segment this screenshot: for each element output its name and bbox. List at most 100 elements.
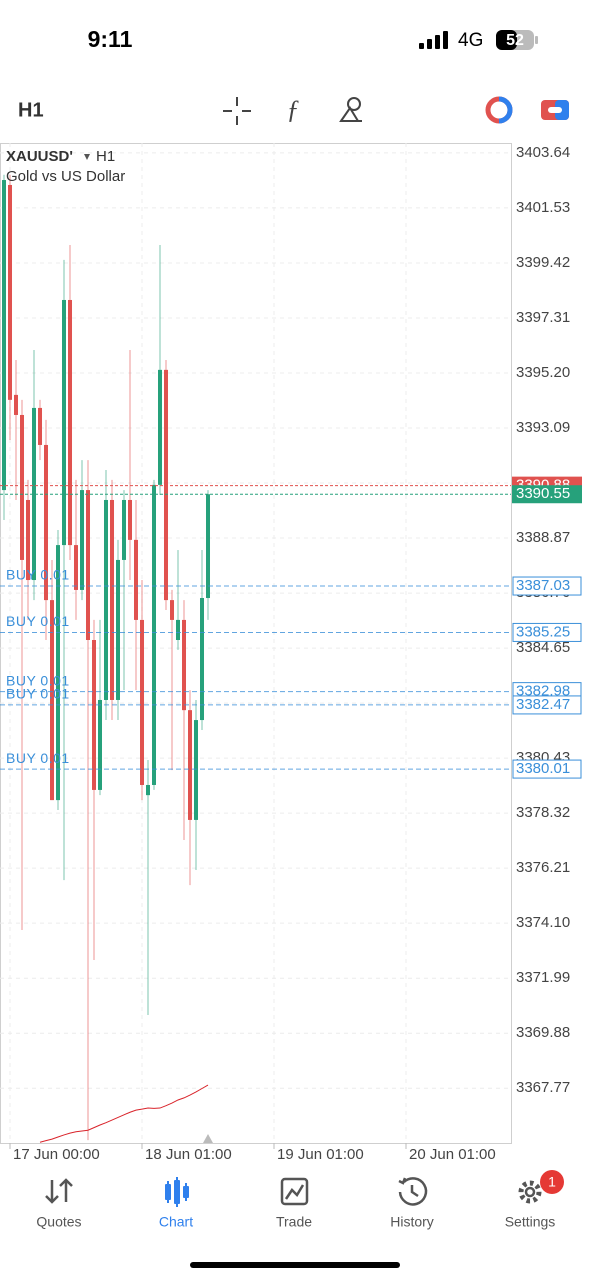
order-price-label: 3387.03 bbox=[516, 577, 570, 594]
current-bar-marker bbox=[203, 1134, 213, 1143]
icon bbox=[398, 1177, 428, 1206]
order-price-label: 3382.98 bbox=[516, 683, 570, 700]
candle-body bbox=[20, 414, 25, 560]
candle-body bbox=[80, 490, 85, 590]
icon bbox=[280, 1177, 309, 1206]
candle-body bbox=[146, 784, 151, 796]
candle-body bbox=[158, 369, 163, 485]
order-price-label: 3385.25 bbox=[516, 623, 570, 640]
x-tick-label: 17 Jun 00:00 bbox=[13, 1146, 100, 1163]
candle-body bbox=[170, 600, 175, 620]
y-tick-label: 3376.21 bbox=[516, 859, 570, 876]
timeframe-button[interactable]: H1 bbox=[18, 99, 44, 121]
candle-body bbox=[116, 559, 121, 700]
order-price-box bbox=[512, 622, 582, 642]
nav-item[interactable]: Chart bbox=[159, 1177, 193, 1230]
order-price-box bbox=[512, 576, 582, 596]
account-button[interactable] bbox=[541, 100, 569, 120]
objects-button[interactable] bbox=[339, 97, 362, 122]
badge-label: 1 bbox=[548, 1174, 556, 1190]
order-price-label: 3382.47 bbox=[516, 696, 570, 713]
symbol-dropdown[interactable] bbox=[84, 154, 90, 160]
candle-body bbox=[188, 710, 193, 820]
battery-label: 52 bbox=[506, 32, 524, 49]
candle-body bbox=[26, 499, 31, 581]
order-label: BUY 0.01 bbox=[6, 567, 70, 583]
candle-body bbox=[206, 494, 211, 599]
symbol-timeframe: H1 bbox=[96, 148, 115, 165]
candle-body bbox=[110, 499, 115, 700]
y-tick-label: 3374.10 bbox=[516, 914, 570, 931]
order-label: BUY 0.01 bbox=[6, 750, 70, 766]
symbol-title: XAUUSD' bbox=[6, 148, 73, 165]
network-label: 4G bbox=[458, 30, 483, 51]
candle-body bbox=[50, 600, 55, 801]
y-tick-label: 3378.32 bbox=[516, 804, 570, 821]
candle-body bbox=[74, 545, 79, 590]
candle-body bbox=[200, 598, 205, 721]
order-price-box bbox=[512, 695, 582, 715]
overlay: BUY 0.01 3387.03 BUY 0.01 3385.25 BUY 0.01 33… bbox=[0, 477, 582, 779]
x-tick-label: 18 Jun 01:00 bbox=[145, 1146, 232, 1163]
battery-tip bbox=[535, 36, 538, 44]
bid-price-label: 3390.55 bbox=[516, 485, 570, 502]
candle-body bbox=[122, 499, 127, 560]
candle-body bbox=[62, 299, 67, 546]
y-tick-label: 3393.09 bbox=[516, 419, 570, 436]
candle-body bbox=[134, 539, 139, 620]
order-label: BUY 0.01 bbox=[6, 613, 70, 629]
y-tick-label: 3395.20 bbox=[516, 364, 570, 381]
candle-body bbox=[176, 619, 181, 641]
candle-body bbox=[86, 490, 91, 641]
nav-label: Trade bbox=[276, 1214, 312, 1230]
y-tick-label: 3401.53 bbox=[516, 199, 570, 216]
candle-body bbox=[152, 484, 157, 785]
crosshair-button[interactable] bbox=[223, 97, 251, 125]
order-label: BUY 0.01 bbox=[6, 686, 70, 702]
order-price-label: 3380.01 bbox=[516, 760, 570, 777]
status-time: 9:11 bbox=[88, 26, 133, 52]
battery-level bbox=[496, 30, 517, 50]
candle-body bbox=[8, 184, 13, 400]
candle-body bbox=[164, 369, 169, 601]
x-tick-label: 20 Jun 01:00 bbox=[409, 1146, 496, 1163]
order-price-box bbox=[512, 759, 582, 779]
icon bbox=[165, 1184, 171, 1200]
y-tick-label: 3367.77 bbox=[516, 1079, 570, 1096]
y-tick-label: 3369.88 bbox=[516, 1024, 570, 1041]
indicators-button[interactable]: ƒ bbox=[287, 95, 300, 124]
y-tick-label: 3384.65 bbox=[516, 639, 570, 656]
y-tick-label: 3403.64 bbox=[516, 144, 570, 161]
candle-body bbox=[128, 499, 133, 540]
nav-item[interactable]: Trade bbox=[276, 1177, 312, 1230]
plot-frame bbox=[0, 143, 512, 1144]
candle-body bbox=[194, 720, 199, 820]
icon bbox=[45, 1178, 73, 1204]
nav-label: History bbox=[390, 1214, 434, 1230]
nav-item[interactable]: Settings bbox=[505, 1180, 556, 1230]
y-tick-label: 3399.42 bbox=[516, 254, 570, 271]
y-tick-label: 3388.87 bbox=[516, 529, 570, 546]
candle-body bbox=[68, 299, 73, 546]
nav-item[interactable]: History bbox=[390, 1177, 434, 1230]
nav-label: Quotes bbox=[36, 1214, 81, 1230]
candle-body bbox=[182, 619, 187, 711]
home-indicator bbox=[190, 1262, 400, 1268]
candle-body bbox=[56, 545, 61, 801]
nav-item[interactable]: Quotes bbox=[36, 1178, 82, 1230]
icon bbox=[524, 1186, 536, 1198]
candle-body bbox=[32, 407, 37, 581]
candle-body bbox=[98, 699, 103, 790]
trade-button[interactable] bbox=[485, 96, 513, 124]
x-tick-label: 19 Jun 01:00 bbox=[277, 1146, 364, 1163]
candle-body bbox=[14, 394, 19, 415]
bid-price-box bbox=[512, 485, 582, 504]
bottom-nav: Quotes Chart Trade History Settings 1 bbox=[36, 1170, 564, 1230]
nav-label: Chart bbox=[159, 1214, 193, 1230]
y-tick-label: 3397.31 bbox=[516, 309, 570, 326]
moving-average bbox=[39, 1084, 209, 1143]
nav-label: Settings bbox=[505, 1214, 556, 1230]
candle-body bbox=[38, 407, 43, 445]
signal-icon bbox=[419, 31, 448, 49]
